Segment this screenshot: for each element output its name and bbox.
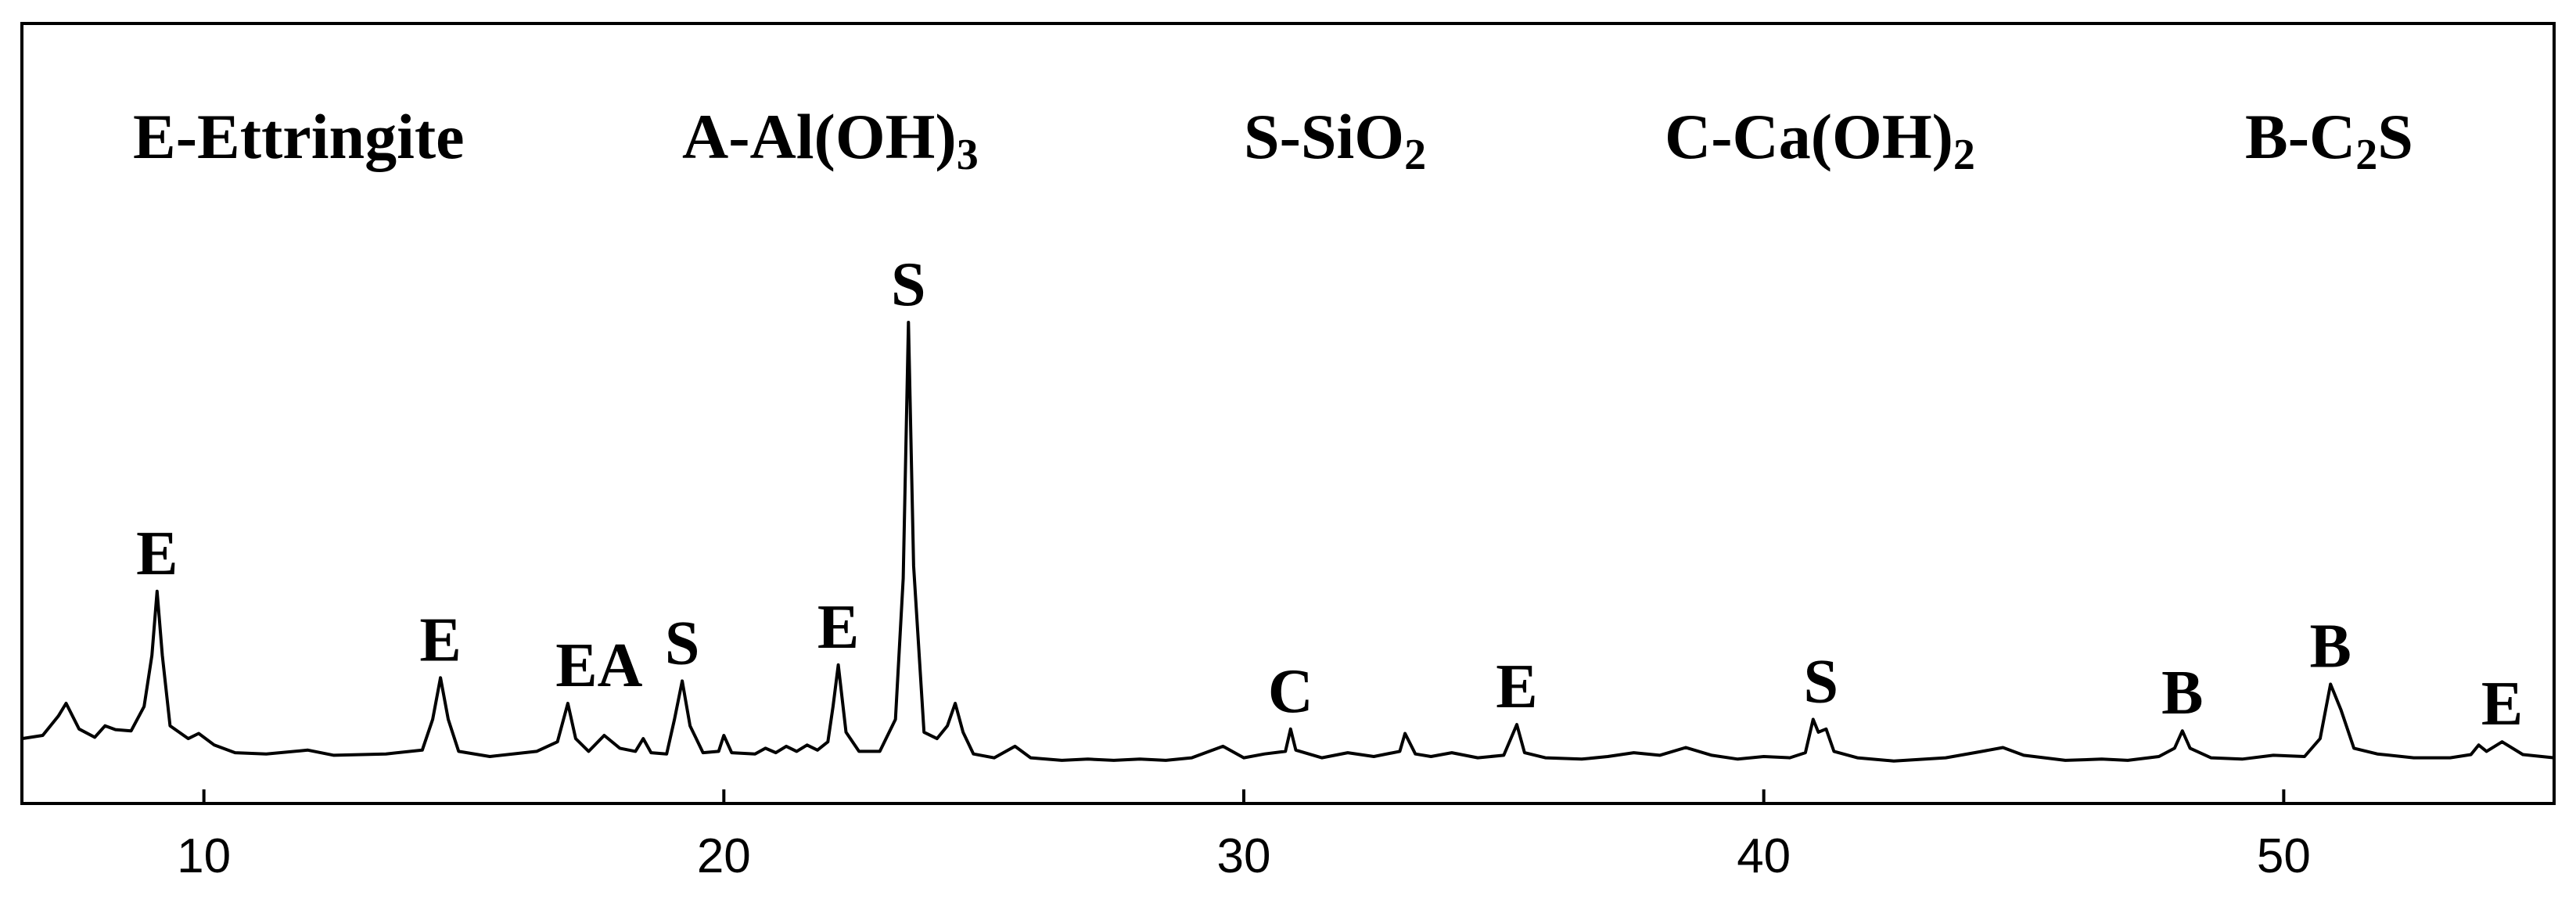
x-tick-label: 30	[1217, 829, 1271, 883]
legend-entry: C-Ca(OH)2	[1665, 101, 1975, 179]
peak-label: E	[817, 593, 859, 662]
peak-labels: E E EA S E S C E S B B E	[136, 250, 2523, 739]
diffraction-trace	[21, 321, 2555, 763]
legend-entry: A-Al(OH)3	[682, 101, 979, 179]
peak-label: B	[2310, 612, 2351, 681]
x-tick-label: 10	[177, 829, 231, 883]
peak-label: E	[2481, 670, 2523, 739]
x-tick-label: 50	[2257, 829, 2311, 883]
peak-label: E	[1496, 652, 1537, 721]
peak-label: B	[2161, 659, 2203, 728]
x-axis: 10 20 30 40 50	[177, 789, 2311, 883]
peak-label: S	[665, 609, 700, 678]
peak-label: E	[419, 606, 461, 674]
peak-label: C	[1268, 657, 1313, 726]
peak-label: E	[136, 519, 178, 588]
legend-entry: E-Ettringite	[133, 101, 465, 172]
legend-entry: S-SiO2	[1244, 101, 1426, 179]
plot-frame	[20, 22, 2556, 805]
peak-label: S	[891, 250, 926, 319]
x-tick-label: 40	[1737, 829, 1791, 883]
peak-label: EA	[555, 631, 642, 700]
x-tick-label: 20	[697, 829, 751, 883]
legend-entry: B-C2S	[2245, 101, 2413, 179]
phase-legend: E-Ettringite A-Al(OH)3 S-SiO2 C-Ca(OH)2 B-C2…	[133, 101, 2413, 179]
peak-label: S	[1804, 648, 1839, 717]
